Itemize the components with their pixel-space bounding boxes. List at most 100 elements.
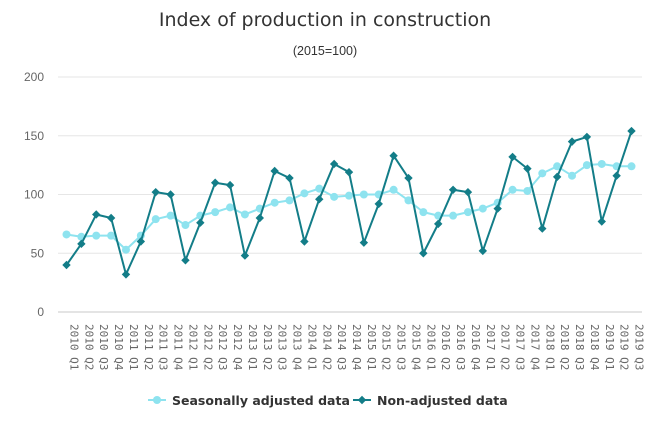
- series-1-point-31[interactable]: [523, 164, 532, 173]
- x-tick-label: 2013 Q1: [246, 324, 259, 370]
- series-0-point-32[interactable]: [538, 169, 547, 178]
- series-1-point-19[interactable]: [344, 167, 354, 177]
- series-1-point-8[interactable]: [181, 256, 190, 265]
- x-tick-label: 2018 Q2: [558, 324, 571, 370]
- series-1-point-29[interactable]: [493, 204, 502, 213]
- series-0-point-4[interactable]: [121, 245, 130, 254]
- series-0-point-36[interactable]: [597, 159, 606, 168]
- series-0-point-2[interactable]: [92, 231, 101, 240]
- series-0-point-27[interactable]: [463, 208, 472, 217]
- series-1-point-4[interactable]: [121, 270, 131, 279]
- series-group: [62, 126, 636, 279]
- y-axis-ticks: 0 50 100 150 200: [24, 70, 44, 319]
- x-tick-label: 2019 Q3: [633, 324, 646, 370]
- series-0-point-24[interactable]: [419, 208, 428, 217]
- series-1-point-17[interactable]: [315, 195, 324, 204]
- series-1-point-35[interactable]: [582, 132, 592, 142]
- series-0-point-6[interactable]: [151, 215, 160, 224]
- series-0-point-10[interactable]: [211, 208, 220, 217]
- series-1-point-18[interactable]: [329, 159, 339, 169]
- series-0: [62, 159, 636, 254]
- legend[interactable]: Seasonally adjusted data Non-adjusted dat…: [148, 393, 508, 408]
- series-1-point-3[interactable]: [106, 213, 116, 223]
- series-0-point-33[interactable]: [553, 162, 562, 171]
- series-0-point-3[interactable]: [107, 231, 116, 240]
- series-0-point-28[interactable]: [478, 204, 487, 213]
- series-1-point-7[interactable]: [166, 190, 175, 199]
- x-tick-label: 2012 Q1: [186, 324, 199, 370]
- series-1-point-5[interactable]: [136, 237, 146, 246]
- x-tick-label: 2018 Q3: [573, 324, 586, 370]
- x-tick-label: 2011 Q2: [142, 324, 155, 370]
- y-tick-label: 0: [37, 305, 44, 319]
- series-1-point-37[interactable]: [612, 171, 621, 180]
- series-1-point-6[interactable]: [151, 187, 160, 197]
- series-1-point-28[interactable]: [478, 246, 488, 256]
- series-0-point-7[interactable]: [166, 211, 175, 220]
- x-tick-label: 2013 Q4: [291, 324, 304, 371]
- series-0-point-26[interactable]: [449, 211, 458, 220]
- x-tick-label: 2013 Q2: [261, 324, 274, 370]
- series-0-point-20[interactable]: [359, 190, 368, 199]
- series-1-point-23[interactable]: [404, 173, 413, 183]
- series-0-point-0[interactable]: [62, 230, 71, 239]
- series-1-point-9[interactable]: [196, 218, 205, 227]
- series-1-point-11[interactable]: [225, 180, 235, 190]
- series-0-point-18[interactable]: [330, 192, 339, 201]
- series-0-point-34[interactable]: [568, 171, 577, 180]
- series-1-point-2[interactable]: [92, 210, 101, 219]
- x-tick-label: 2014 Q2: [320, 324, 333, 370]
- x-tick-label: 2011 Q3: [157, 324, 170, 370]
- series-0-point-31[interactable]: [523, 186, 532, 195]
- series-1-point-38[interactable]: [627, 126, 636, 136]
- legend-item-0[interactable]: Seasonally adjusted data: [148, 393, 350, 408]
- series-0-point-30[interactable]: [508, 185, 517, 194]
- series-1-point-0[interactable]: [62, 260, 71, 270]
- series-1-point-22[interactable]: [389, 151, 398, 160]
- series-0-point-15[interactable]: [285, 196, 294, 205]
- series-1-point-12[interactable]: [240, 251, 250, 260]
- y-tick-label: 200: [24, 70, 44, 84]
- series-1-point-25[interactable]: [434, 219, 443, 229]
- series-0-point-19[interactable]: [345, 191, 353, 200]
- series-1-point-34[interactable]: [567, 137, 577, 146]
- series-1-point-10[interactable]: [210, 178, 220, 187]
- series-1-point-26[interactable]: [448, 185, 458, 194]
- series-0-point-22[interactable]: [389, 185, 398, 194]
- series-0-point-38[interactable]: [627, 162, 636, 171]
- series-1-point-1[interactable]: [77, 239, 86, 249]
- series-1-point-27[interactable]: [463, 187, 473, 197]
- series-0-point-17[interactable]: [315, 184, 324, 193]
- x-tick-label: 2012 Q2: [201, 324, 214, 370]
- series-0-point-14[interactable]: [270, 198, 279, 207]
- series-0-point-11[interactable]: [226, 203, 235, 212]
- series-1-point-24[interactable]: [419, 249, 428, 258]
- series-0-point-23[interactable]: [404, 196, 413, 205]
- series-1: [62, 126, 636, 279]
- legend-label-1: Non-adjusted data: [377, 393, 508, 408]
- series-1-point-14[interactable]: [270, 166, 279, 176]
- series-1-point-33[interactable]: [552, 172, 562, 182]
- series-0-point-8[interactable]: [181, 221, 190, 230]
- series-1-point-36[interactable]: [597, 217, 606, 226]
- series-1-point-21[interactable]: [374, 199, 383, 209]
- series-0-point-16[interactable]: [300, 189, 309, 198]
- x-tick-label: 2017 Q3: [514, 324, 527, 370]
- series-legend-1-point-marker[interactable]: [357, 395, 367, 405]
- series-0-point-12[interactable]: [240, 210, 249, 219]
- x-tick-label: 2010 Q4: [112, 324, 125, 371]
- series-1-point-15[interactable]: [285, 173, 294, 183]
- series-1-point-16[interactable]: [300, 237, 309, 246]
- series-1-point-32[interactable]: [538, 224, 547, 233]
- series-legend-0-point-marker[interactable]: [153, 396, 161, 404]
- legend-item-1[interactable]: Non-adjusted data: [353, 393, 508, 408]
- x-tick-label: 2016 Q4: [469, 324, 482, 371]
- x-tick-label: 2017 Q1: [484, 324, 497, 370]
- series-1-point-13[interactable]: [255, 213, 264, 223]
- series-1-point-30[interactable]: [508, 152, 517, 162]
- series-0-point-35[interactable]: [582, 161, 591, 170]
- series-1-point-20[interactable]: [359, 238, 369, 247]
- x-tick-label: 2016 Q1: [424, 324, 437, 370]
- x-tick-label: 2014 Q4: [350, 324, 363, 371]
